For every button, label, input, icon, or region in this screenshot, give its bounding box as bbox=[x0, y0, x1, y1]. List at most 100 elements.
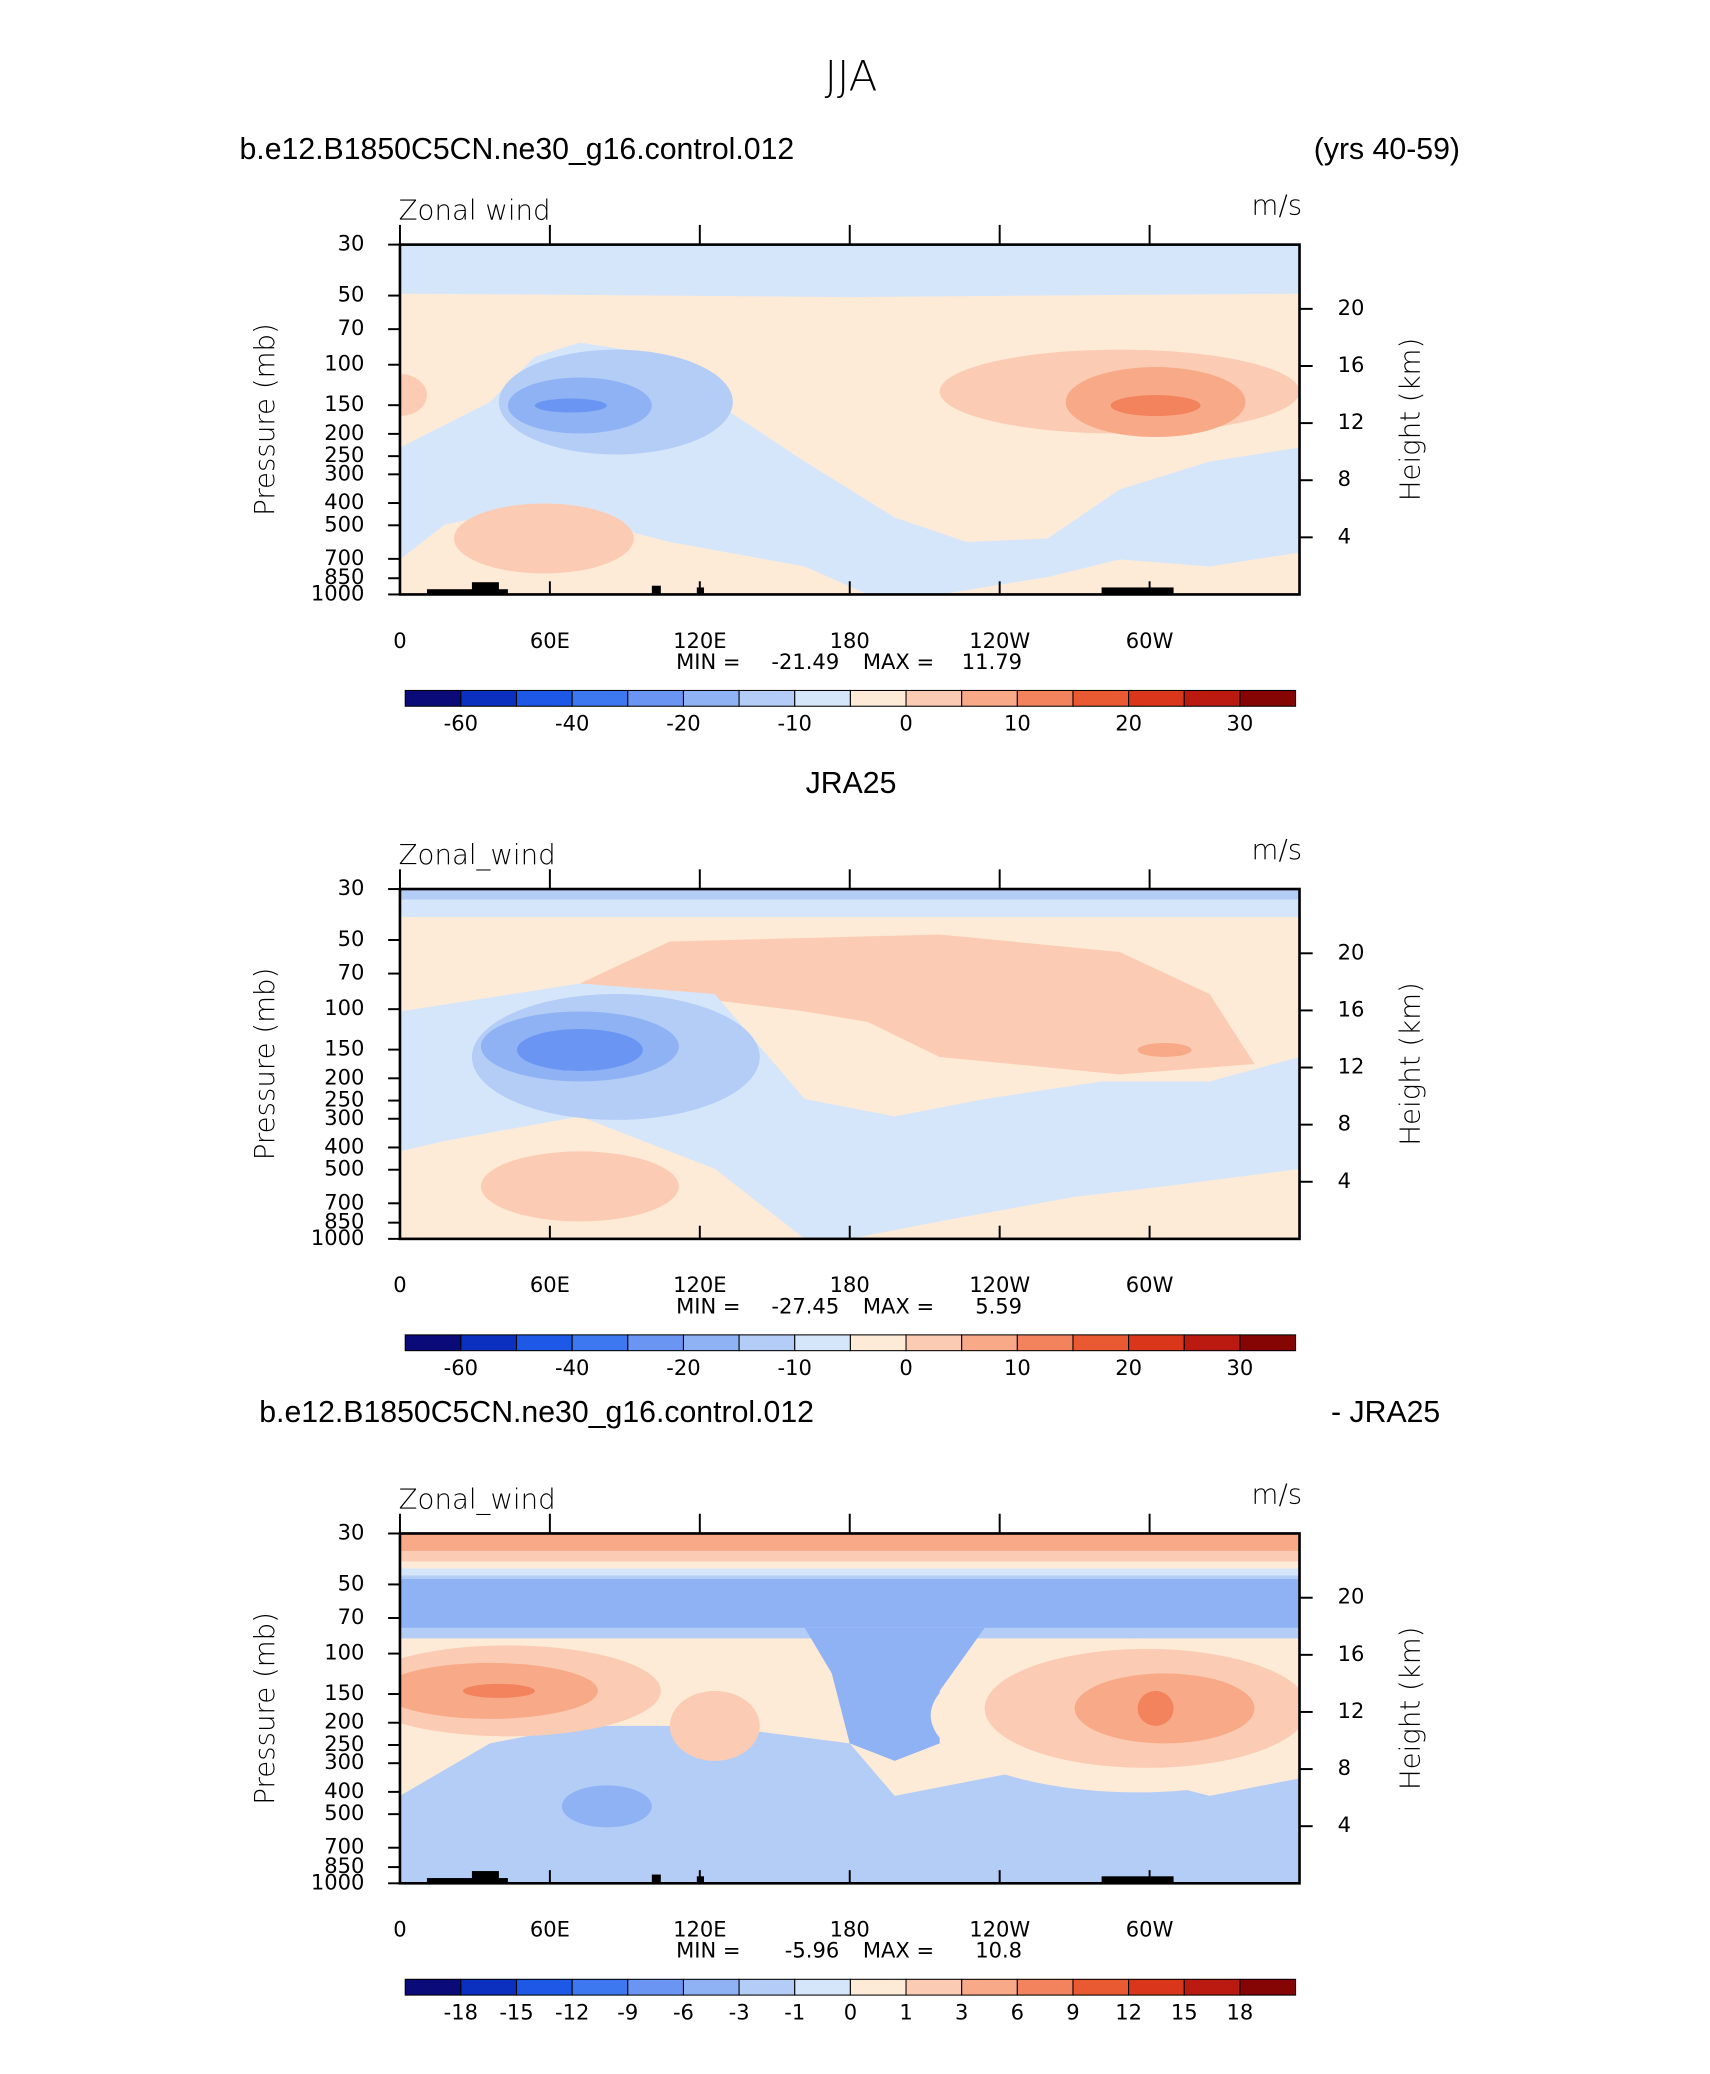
panel-header: - JRA25 bbox=[1331, 1396, 1440, 1429]
topography bbox=[1101, 1876, 1174, 1884]
colorbar-box bbox=[404, 689, 462, 707]
colorbar-box bbox=[1128, 1978, 1185, 1996]
colorbar-label: -20 bbox=[666, 711, 700, 736]
contour-region bbox=[516, 1028, 643, 1071]
y-tick-label: 150 bbox=[324, 1036, 364, 1061]
stat-label: MAX = bbox=[863, 1293, 934, 1318]
colorbar-box bbox=[1072, 1334, 1130, 1352]
y2-tick-label: 16 bbox=[1338, 352, 1365, 377]
y-tick-label: 250 bbox=[324, 1087, 364, 1112]
y-tick-label: 500 bbox=[324, 511, 364, 536]
colorbar-label: -15 bbox=[499, 2000, 533, 2025]
colorbar-box bbox=[460, 1334, 518, 1352]
stat-max: 5.59 bbox=[975, 1293, 1022, 1318]
x-tick-label: 180 bbox=[830, 628, 870, 653]
y-tick-label: 200 bbox=[324, 1709, 364, 1734]
y-tick-label: 250 bbox=[324, 1731, 364, 1756]
y-tick-label: 1000 bbox=[311, 1869, 365, 1894]
colorbar-box bbox=[738, 689, 796, 707]
colorbar-label: -3 bbox=[729, 2000, 750, 2025]
contour-region bbox=[534, 398, 607, 413]
topography bbox=[651, 585, 661, 595]
stat-label: MIN = bbox=[676, 649, 740, 674]
y-tick-label: 300 bbox=[324, 1749, 364, 1774]
colorbar-box bbox=[849, 689, 907, 707]
y2-tick-label: 20 bbox=[1338, 1584, 1365, 1609]
colorbar-label: 9 bbox=[1066, 2000, 1079, 2025]
colorbar-box bbox=[682, 689, 740, 707]
units-label: m/s bbox=[1252, 188, 1303, 221]
colorbar-box bbox=[1128, 689, 1185, 707]
topography bbox=[651, 1874, 661, 1884]
colorbar-label: 18 bbox=[1227, 2000, 1254, 2025]
y-axis-label: Pressure (mb) bbox=[248, 323, 281, 516]
x-tick-label: 60W bbox=[1126, 628, 1174, 653]
y-axis-label: Pressure (mb) bbox=[248, 968, 281, 1161]
topography bbox=[426, 1878, 508, 1884]
units-label: m/s bbox=[1252, 1477, 1303, 1510]
colorbar-box bbox=[571, 1978, 629, 1996]
colorbar-box bbox=[961, 689, 1018, 707]
stat-min: -21.49 bbox=[771, 649, 839, 674]
y2-axis-label: Height (km) bbox=[1393, 1627, 1426, 1791]
colorbar-label: 20 bbox=[1115, 711, 1142, 736]
topography bbox=[426, 589, 508, 595]
y2-tick-label: 16 bbox=[1338, 996, 1365, 1021]
panel-header: b.e12.B1850C5CN.ne30_g16.control.012 bbox=[259, 1396, 814, 1429]
y2-tick-label: 4 bbox=[1338, 523, 1351, 548]
y-tick-label: 150 bbox=[324, 391, 364, 416]
y-tick-label: 400 bbox=[324, 489, 364, 514]
colorbar-label: -40 bbox=[555, 711, 589, 736]
x-tick-label: 0 bbox=[393, 1917, 406, 1942]
units-label: m/s bbox=[1252, 833, 1303, 866]
colorbar-box bbox=[460, 1978, 518, 1996]
figure-title: JJA bbox=[825, 51, 878, 100]
colorbar-label: 30 bbox=[1227, 711, 1254, 736]
colorbar-box bbox=[682, 1978, 740, 1996]
y2-tick-label: 20 bbox=[1338, 295, 1365, 320]
y-tick-label: 400 bbox=[324, 1778, 364, 1803]
colorbar-box bbox=[1239, 1334, 1297, 1352]
colorbar-box bbox=[961, 1334, 1018, 1352]
colorbar-label: -1 bbox=[784, 2000, 805, 2025]
colorbar-box bbox=[571, 1334, 629, 1352]
colorbar-box bbox=[1072, 689, 1130, 707]
y-tick-label: 200 bbox=[324, 1064, 364, 1089]
y2-tick-label: 8 bbox=[1338, 466, 1351, 491]
colorbar-box bbox=[404, 1978, 462, 1996]
x-tick-label: 120W bbox=[969, 1917, 1030, 1942]
colorbar-label: 20 bbox=[1115, 1355, 1142, 1380]
y-tick-label: 1000 bbox=[311, 1225, 365, 1250]
colorbar-label: 0 bbox=[844, 2000, 857, 2025]
contour-band bbox=[399, 889, 1300, 900]
contour-field bbox=[399, 889, 1300, 1239]
contour-region bbox=[480, 1151, 679, 1222]
contour-field bbox=[399, 1533, 1300, 1884]
contour-region bbox=[1137, 1690, 1174, 1726]
y2-tick-label: 12 bbox=[1338, 1054, 1365, 1079]
contour-region bbox=[399, 374, 427, 417]
stat-max: 10.8 bbox=[975, 1938, 1022, 1963]
colorbar-box bbox=[794, 1334, 851, 1352]
y2-tick-label: 12 bbox=[1338, 1698, 1365, 1723]
topography bbox=[471, 582, 499, 595]
y-tick-label: 150 bbox=[324, 1680, 364, 1705]
colorbar-box bbox=[905, 689, 963, 707]
y2-tick-label: 16 bbox=[1338, 1641, 1365, 1666]
y2-tick-label: 8 bbox=[1338, 1111, 1351, 1136]
x-tick-label: 0 bbox=[393, 628, 406, 653]
colorbar-label: 6 bbox=[1011, 2000, 1024, 2025]
colorbar-box bbox=[1016, 689, 1074, 707]
y-tick-label: 30 bbox=[338, 875, 365, 900]
colorbar-label: -10 bbox=[778, 711, 812, 736]
colorbar-box bbox=[1239, 1978, 1297, 1996]
colorbar-box bbox=[404, 1334, 462, 1352]
colorbar-box bbox=[1128, 1334, 1185, 1352]
x-tick-label: 60W bbox=[1126, 1272, 1174, 1297]
colorbar-box bbox=[1239, 689, 1297, 707]
y-tick-label: 100 bbox=[324, 1640, 364, 1665]
y-tick-label: 850 bbox=[324, 1853, 364, 1878]
panel-header: (yrs 40-59) bbox=[1314, 133, 1460, 166]
colorbar-label: -60 bbox=[444, 1355, 478, 1380]
